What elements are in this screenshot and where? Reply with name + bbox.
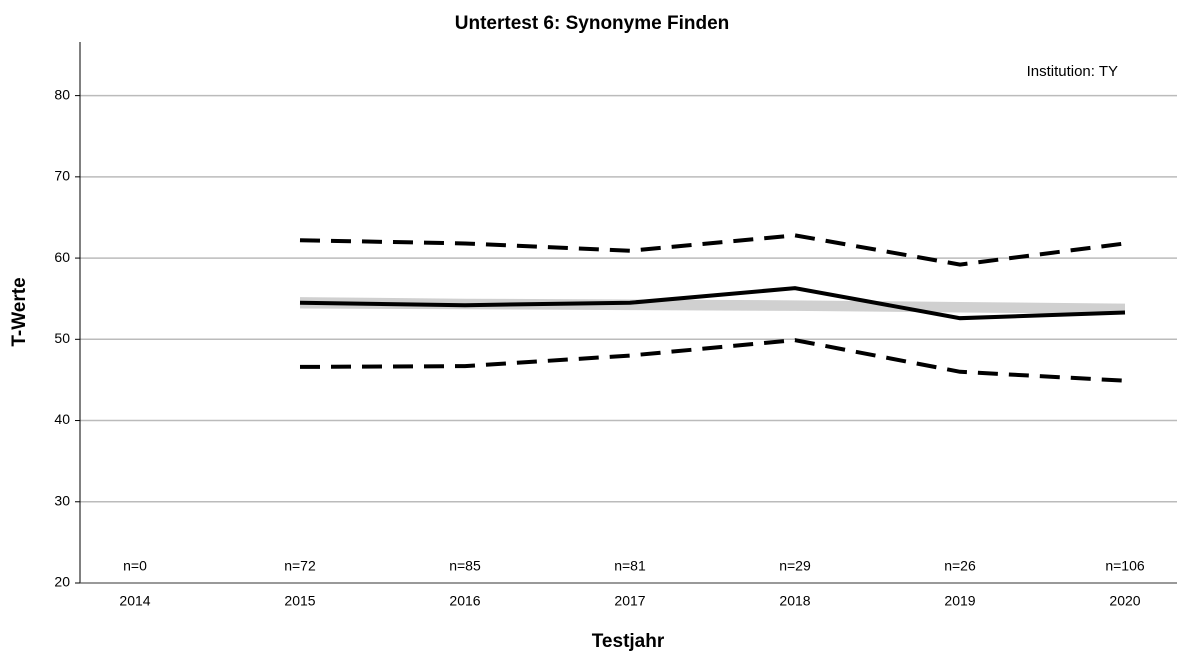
x-tick-label: 2016 [449,593,480,609]
x-tick-label: 2019 [944,593,975,609]
count-label: n=81 [614,557,646,573]
y-tick-label: 60 [54,249,70,265]
series-line [299,338,1126,383]
x-axis-label: Testjahr [592,631,665,652]
count-label: n=29 [779,557,811,573]
y-axis-label: T-Werte [9,277,30,346]
y-tick-label: 80 [54,86,70,102]
count-label: n=26 [944,557,976,573]
x-tick-label: 2020 [1109,593,1140,609]
x-tick-label: 2015 [284,593,315,609]
y-tick-label: 50 [54,330,70,346]
series-line [299,286,1126,321]
count-label: n=106 [1105,557,1145,573]
x-tick-label: 2018 [779,593,810,609]
chart-title: Untertest 6: Synonyme Finden [455,13,730,34]
annotation: Institution: TY [1027,63,1118,80]
y-tick-label: 40 [54,411,70,427]
count-label: n=85 [449,557,481,573]
y-tick-label: 30 [54,492,70,508]
y-tick-label: 20 [54,574,70,590]
count-label: n=0 [123,557,147,573]
count-label: n=72 [284,557,316,573]
x-tick-label: 2014 [119,593,150,609]
x-tick-label: 2017 [614,593,645,609]
series-line [299,233,1126,267]
y-tick-label: 70 [54,168,70,184]
